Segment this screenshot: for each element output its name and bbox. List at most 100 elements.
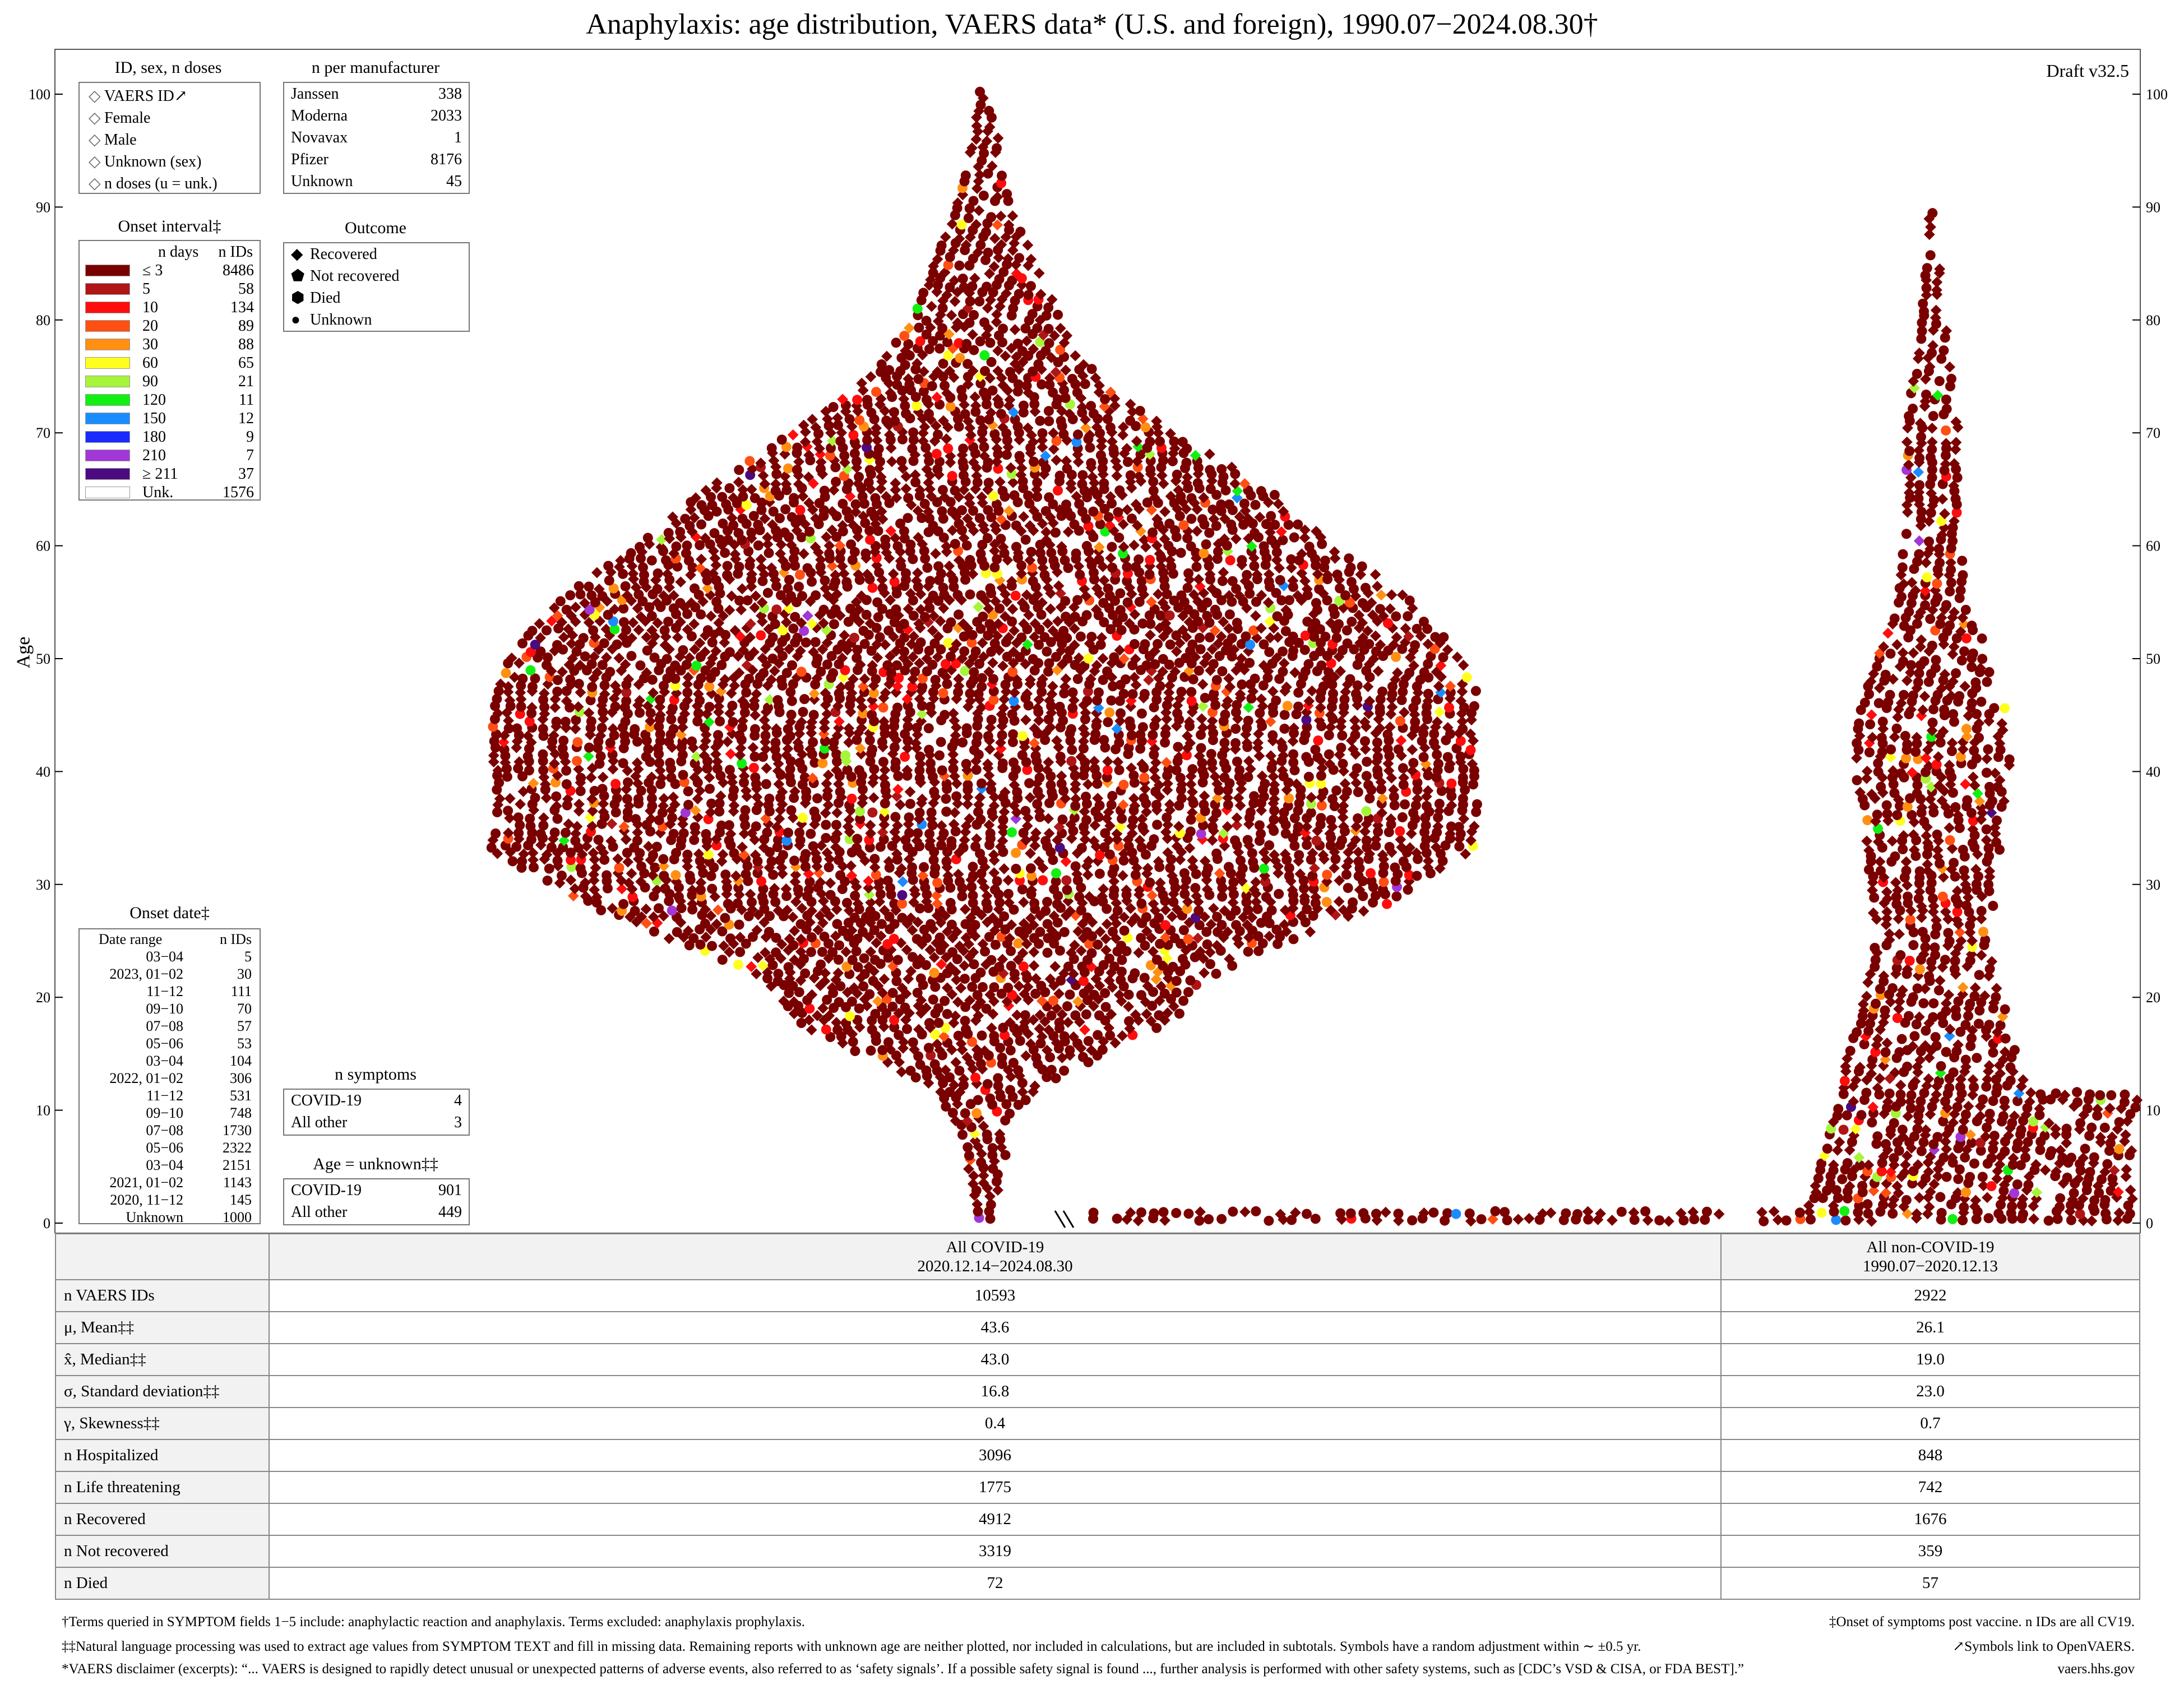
data-point: [1114, 485, 1125, 496]
data-point: [1216, 920, 1227, 930]
data-point: [808, 710, 819, 720]
data-point: [1242, 570, 1252, 580]
data-point: [936, 840, 947, 851]
data-point: [930, 548, 941, 559]
data-point: [1353, 813, 1363, 824]
data-point: [1457, 772, 1468, 783]
data-point: [1219, 905, 1230, 916]
data-point: [844, 834, 855, 844]
data-point: [612, 853, 624, 865]
data-point: [1082, 779, 1094, 790]
data-point: [912, 916, 924, 928]
data-point: [806, 828, 816, 839]
data-point: [1008, 757, 1019, 768]
data-point: [1082, 912, 1093, 923]
data-point: [795, 919, 806, 929]
data-point: [1140, 639, 1150, 650]
data-point: [1250, 673, 1260, 684]
data-point: [1282, 701, 1293, 711]
data-point: [1008, 729, 1019, 740]
data-point: [972, 990, 983, 1001]
data-point: [810, 637, 821, 647]
data-point: [985, 1093, 996, 1104]
data-point: [788, 623, 799, 634]
data-point: [946, 617, 956, 628]
data-point: [1176, 548, 1186, 558]
data-point: [997, 660, 1008, 672]
data-point: [886, 456, 897, 467]
data-point: [1311, 598, 1321, 608]
data-point: [1081, 791, 1091, 802]
data-point: [1133, 947, 1145, 959]
data-point: [1068, 1031, 1080, 1043]
data-point: [795, 946, 807, 957]
data-point: [929, 786, 940, 797]
data-point: [1197, 678, 1209, 690]
data-point: [1241, 919, 1253, 930]
data-point: [1082, 855, 1094, 867]
data-point: [1412, 871, 1422, 881]
data-point: [724, 647, 735, 658]
data-point: [802, 563, 813, 573]
data-point: [847, 955, 858, 965]
data-point: [1207, 504, 1218, 515]
data-point: [529, 862, 539, 873]
data-point: [1230, 835, 1241, 846]
data-point: [1187, 855, 1199, 867]
data-point: [891, 976, 902, 987]
data-point: [1207, 822, 1218, 832]
y-tick-label: 40: [36, 763, 50, 780]
data-point: [1469, 821, 1480, 832]
data-point: [1269, 814, 1279, 825]
data-point: [1003, 888, 1014, 899]
data-point: [751, 821, 761, 832]
data-point: [1267, 730, 1278, 740]
data-point: [951, 974, 963, 985]
data-point: [797, 591, 807, 601]
data-point: [1193, 665, 1204, 676]
data-point: [737, 758, 747, 769]
data-point: [814, 910, 826, 922]
data-point: [977, 673, 987, 683]
data-point: [512, 723, 522, 734]
data-point: [982, 1129, 992, 1140]
data-point: [864, 465, 875, 475]
data-point: [941, 807, 952, 817]
data-point: [781, 835, 792, 846]
data-point: [895, 994, 905, 1004]
data-point: [1104, 975, 1115, 987]
data-point: [647, 911, 659, 923]
data-point: [883, 626, 894, 636]
data-point: [960, 974, 970, 984]
data-point: [789, 925, 801, 937]
data-point: [1224, 953, 1236, 965]
data-point: [1013, 1065, 1024, 1076]
data-point: [1267, 686, 1279, 697]
data-point: [573, 798, 585, 810]
data-point: [551, 716, 562, 727]
data-point: [1042, 646, 1052, 657]
data-point: [1112, 905, 1123, 916]
data-point: [1231, 920, 1242, 930]
data-point: [695, 855, 705, 866]
data-point: [1059, 927, 1070, 937]
data-point: [1358, 905, 1369, 917]
data-point: [1010, 590, 1021, 601]
data-point: [1217, 576, 1228, 586]
data-point: [1128, 793, 1140, 804]
data-point: [1040, 905, 1051, 916]
data-point: [843, 814, 855, 826]
data-point: [682, 925, 694, 937]
data-point: [1444, 702, 1455, 713]
data-point: [1338, 758, 1348, 769]
data-point: [1139, 793, 1149, 803]
data-point: [1162, 952, 1173, 964]
data-point: [1141, 912, 1151, 923]
data-point: [1032, 477, 1043, 488]
data-point: [1342, 638, 1353, 649]
data-point: [1350, 777, 1362, 789]
data-point: [983, 478, 994, 488]
data-point: [1062, 885, 1072, 895]
data-point: [1398, 763, 1408, 774]
data-point: [1146, 932, 1157, 944]
